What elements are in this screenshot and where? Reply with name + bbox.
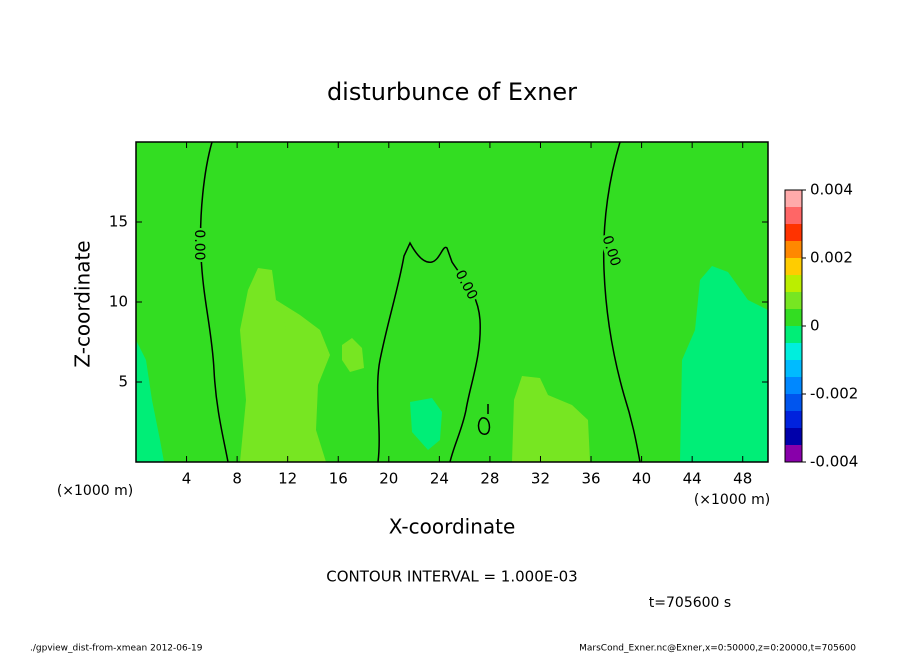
- y-tick-label: 5: [118, 373, 128, 391]
- colorbar-band: [785, 309, 802, 326]
- x-tick-label: 40: [632, 470, 651, 488]
- colorbar-band: [785, 445, 802, 462]
- colorbar-band: [785, 190, 802, 207]
- colorbar-band: [785, 360, 802, 377]
- colorbar-band: [785, 326, 802, 343]
- colorbar-band: [785, 292, 802, 309]
- colorbar-band: [785, 224, 802, 241]
- field-region: [262, 300, 286, 340]
- contour-line: [199, 141, 229, 463]
- x-tick-label: 24: [430, 470, 449, 488]
- y-tick-label: 15: [109, 213, 128, 231]
- x-tick-label: 48: [733, 470, 752, 488]
- field-background: [136, 142, 768, 462]
- field-region: [410, 398, 442, 450]
- contour-label-bg: [192, 228, 206, 262]
- colorbar-tick-label: 0.004: [810, 181, 853, 199]
- y-axis-label: Z-coordinate: [71, 240, 95, 367]
- contour-interval: CONTOUR INTERVAL = 1.000E-03: [326, 568, 577, 586]
- x-tick-label: 32: [531, 470, 550, 488]
- footer-left: ./gpview_dist-from-xmean 2012-06-19: [30, 644, 203, 654]
- x-tick-label: 20: [379, 470, 398, 488]
- colorbar-tick-label: 0: [810, 317, 820, 335]
- x-tick-label: 8: [232, 470, 242, 488]
- x-unit: (×1000 m): [694, 492, 770, 508]
- contour-label-bg: [599, 232, 623, 270]
- footer-right: MarsCond_Exner.nc@Exner,x=0:50000,z=0:20…: [579, 644, 856, 654]
- contour-line: [602, 141, 641, 463]
- field-region: [680, 266, 768, 462]
- colorbar-band: [785, 411, 802, 428]
- contour-line: [376, 241, 481, 463]
- x-tick-label: 12: [278, 470, 297, 488]
- colorbar-band: [785, 275, 802, 292]
- x-tick-label: 44: [683, 470, 702, 488]
- chart-title: disturbunce of Exner: [327, 78, 577, 106]
- y-tick-label: 10: [109, 293, 128, 311]
- colorbar-band: [785, 428, 802, 445]
- field-region: [512, 376, 590, 462]
- colorbar-tick-label: -0.004: [810, 453, 858, 471]
- x-tick-label: 36: [581, 470, 600, 488]
- colorbar-band: [785, 258, 802, 275]
- colorbar-tick-label: 0.002: [810, 249, 853, 267]
- colorbar-band: [785, 241, 802, 258]
- x-tick-label: 16: [329, 470, 348, 488]
- field-region: [342, 338, 364, 372]
- colorbar-band: [785, 394, 802, 411]
- contour-label-bg: [451, 266, 481, 304]
- x-unit: (×1000 m): [57, 483, 133, 499]
- field-region: [136, 340, 164, 462]
- x-tick-label: 4: [182, 470, 192, 488]
- colorbar-band: [785, 207, 802, 224]
- colorbar-tick-label: -0.002: [810, 385, 858, 403]
- colorbar-band: [785, 377, 802, 394]
- time-label: t=705600 s: [649, 595, 731, 611]
- contour-label: 0.00: [191, 229, 207, 260]
- colorbar-band: [785, 343, 802, 360]
- x-axis-label: X-coordinate: [389, 515, 516, 539]
- x-tick-label: 28: [480, 470, 499, 488]
- contour-line: [477, 404, 491, 435]
